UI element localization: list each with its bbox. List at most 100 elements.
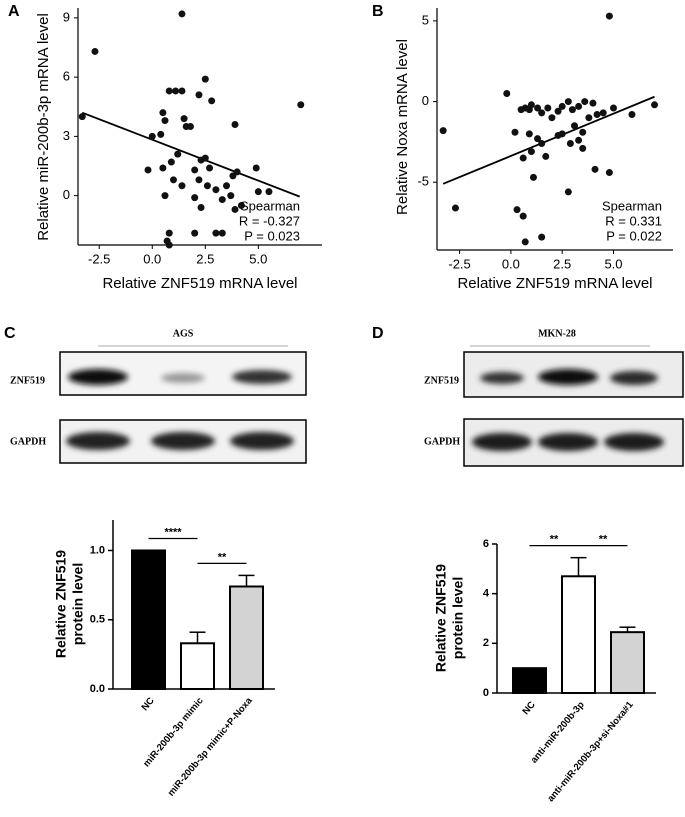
band: [538, 369, 598, 385]
point: [231, 205, 239, 213]
point: [521, 238, 529, 246]
y-tick-label: 0: [63, 187, 70, 202]
point: [172, 87, 180, 95]
bar: [180, 642, 215, 690]
point: [599, 109, 607, 117]
point: [169, 176, 177, 184]
point: [165, 87, 173, 95]
y-axis-label: protein level: [70, 563, 86, 645]
band: [538, 433, 598, 451]
y-axis-label: Relative ZNF519: [433, 564, 449, 672]
band: [68, 369, 128, 385]
significance-label: ****: [164, 526, 182, 538]
x-tick-label: miR-200b-3p mimic+P-Noxa: [166, 695, 255, 799]
point: [529, 173, 537, 181]
x-tick-label: 2.5: [196, 251, 214, 266]
point: [206, 164, 214, 172]
band: [610, 371, 658, 385]
point: [609, 104, 617, 112]
y-tick-label: 5: [422, 12, 429, 27]
point: [538, 109, 546, 117]
x-tick-label: anti-miR-200b-3p+si-Noxa#1: [545, 699, 636, 804]
blot-title: AGS: [173, 328, 194, 339]
significance-label: **: [218, 551, 227, 563]
point: [191, 166, 199, 174]
annotation: Spearman: [240, 198, 300, 213]
point: [534, 104, 542, 112]
point: [558, 130, 566, 138]
point: [570, 122, 578, 130]
point: [159, 164, 167, 172]
band: [472, 433, 532, 451]
point: [575, 136, 583, 144]
y-tick-label: 4: [483, 588, 490, 600]
point: [237, 202, 245, 209]
panel-label: D: [372, 325, 384, 342]
point: [538, 233, 546, 241]
point: [564, 98, 572, 106]
blot-row-label: GAPDH: [10, 436, 46, 447]
point: [651, 101, 659, 109]
point: [527, 148, 535, 156]
point: [628, 110, 636, 118]
x-tick-label: NC: [520, 699, 537, 717]
annotation: R = -0.327: [239, 213, 300, 228]
y-tick-label: 1.0: [90, 544, 105, 556]
point: [297, 101, 305, 109]
trend-line: [442, 95, 655, 185]
y-tick-label: 6: [483, 538, 489, 550]
point: [159, 109, 167, 117]
y-tick-label: 9: [63, 9, 70, 24]
point: [568, 106, 576, 114]
point: [233, 168, 241, 176]
panel-label: C: [4, 325, 16, 342]
blot-d: MKN-28 ZNF519 GAPDH: [424, 328, 684, 467]
point: [544, 104, 552, 112]
point: [593, 110, 601, 118]
point: [178, 10, 186, 18]
band: [604, 433, 664, 451]
point: [212, 229, 220, 237]
point: [165, 229, 173, 237]
x-axis-label: Relative ZNF519 mRNA level: [102, 275, 297, 292]
point: [585, 114, 593, 122]
annotation: R = 0.331: [605, 213, 662, 228]
y-axis-label: protein level: [450, 577, 466, 659]
point: [527, 101, 535, 109]
point: [178, 87, 186, 95]
point: [558, 102, 566, 110]
point: [564, 188, 572, 196]
point: [605, 169, 613, 177]
x-tick-label: NC: [139, 695, 156, 713]
point: [148, 132, 156, 140]
point: [195, 91, 203, 99]
point: [201, 75, 209, 83]
point: [579, 128, 587, 136]
point: [589, 99, 597, 107]
y-axis-label: Relative Noxa mRNA level: [394, 39, 411, 215]
x-tick-label: 5.0: [604, 256, 622, 271]
trend-line: [81, 111, 301, 198]
band: [151, 432, 215, 450]
point: [218, 229, 226, 237]
point: [223, 182, 231, 190]
significance-label: **: [599, 534, 608, 546]
point: [167, 158, 175, 166]
y-axis-label: Relative ZNF519: [53, 550, 69, 658]
x-tick-label: 5.0: [249, 251, 267, 266]
blot-row-label: ZNF519: [10, 375, 45, 386]
point: [554, 107, 562, 115]
y-tick-label: 0: [422, 93, 429, 108]
y-tick-label: 3: [63, 128, 70, 143]
point: [157, 130, 165, 138]
point: [178, 182, 186, 190]
point: [165, 241, 173, 249]
point: [231, 121, 239, 129]
point: [191, 229, 199, 237]
point: [519, 212, 527, 220]
blot-c: AGS ZNF519 GAPDH: [10, 328, 307, 464]
point: [503, 90, 511, 98]
point: [519, 154, 527, 162]
point: [451, 204, 459, 212]
